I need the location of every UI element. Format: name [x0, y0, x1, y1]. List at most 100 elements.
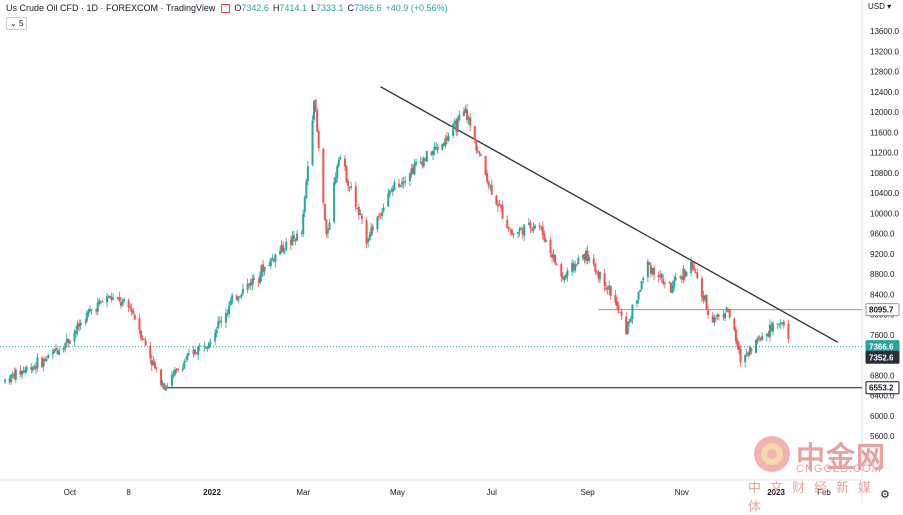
candle-body [75, 330, 78, 334]
candle-body [376, 217, 379, 230]
candle-body [767, 333, 770, 337]
candle-body [87, 310, 90, 315]
candle-body [226, 313, 229, 315]
candle-body [84, 321, 87, 323]
candle-body [25, 366, 28, 371]
candle-body [377, 215, 380, 217]
indicator-badge[interactable]: ⌄ 5 [6, 17, 28, 30]
candle-body [262, 264, 265, 272]
candle-body [765, 333, 768, 337]
candle-body [47, 355, 50, 359]
candle-body [198, 345, 201, 347]
candle-body [53, 349, 56, 353]
symbol-title[interactable]: Us Crude Oil CFD · 1D · FOREXCOM · Tradi… [6, 3, 216, 13]
candle-body [490, 184, 493, 195]
candle-body [302, 213, 305, 235]
candle-body [365, 220, 368, 244]
trendline [380, 86, 839, 343]
candle-body [674, 277, 677, 281]
candle-body [469, 117, 472, 126]
currency-selector[interactable]: USD ▾ [868, 2, 891, 11]
candle-body [119, 301, 122, 306]
ohlc-high: H7414.1 [272, 3, 307, 13]
y-tick-label: 10000.0 [870, 209, 899, 218]
candle-body [625, 316, 628, 335]
candle-body [246, 283, 249, 291]
candle-body [258, 275, 261, 283]
candle-body [283, 251, 286, 253]
candle-body [704, 295, 707, 300]
candle-body [605, 287, 608, 290]
candle-body [56, 351, 59, 355]
candle-body [192, 350, 195, 355]
candle-body [326, 230, 329, 233]
price-label-text: 6553.2 [869, 384, 894, 393]
candle-body [11, 374, 14, 376]
candle-body [24, 369, 27, 373]
candle-body [90, 309, 93, 311]
candle-body [357, 206, 360, 215]
candle-body [359, 214, 362, 216]
candle-body [354, 186, 357, 208]
candle-body [149, 345, 152, 359]
candle-body [594, 263, 597, 272]
y-tick-label: 7600.0 [870, 331, 895, 340]
price-label-box [865, 350, 900, 364]
candle-body [566, 270, 569, 277]
candle-body [495, 195, 498, 205]
candle-body [668, 282, 671, 284]
candle-body [194, 349, 197, 354]
y-tick-label: 12400.0 [870, 88, 899, 97]
candle-body [164, 386, 167, 391]
candle-body [554, 254, 557, 264]
candle-body [393, 182, 396, 190]
candle-body [467, 118, 470, 120]
chevron-down-icon: ▾ [887, 2, 892, 11]
candle-body [218, 320, 221, 323]
candle-body [549, 239, 552, 254]
candle-body [204, 347, 207, 349]
candle-body [640, 281, 643, 290]
candle-body [98, 300, 101, 304]
candle-body [402, 181, 405, 184]
candle-body [356, 207, 359, 209]
candle-body [538, 225, 541, 227]
candle-body [629, 318, 632, 322]
candle-body [127, 300, 130, 307]
candle-body [716, 314, 719, 317]
candle-body [325, 219, 328, 235]
price-chart[interactable]: 13600.0 13200.0 12800.0 12400.0 12000.0 11600… [0, 0, 903, 503]
candle-body [476, 151, 479, 153]
candle-body [626, 321, 629, 334]
candle-body [646, 261, 649, 278]
candle-body [464, 108, 467, 113]
candle-body [475, 139, 478, 151]
candle-body [371, 226, 374, 231]
candle-body [207, 343, 210, 349]
candle-body [761, 336, 764, 341]
x-tick-label: 2023 [767, 488, 785, 497]
candle-body [421, 162, 424, 166]
candle-body [314, 99, 317, 111]
candle-body [271, 258, 274, 260]
candle-body [694, 272, 697, 274]
candle-body [133, 314, 136, 320]
candle-body [419, 161, 422, 163]
candle-body [160, 369, 163, 386]
candle-body [571, 263, 574, 272]
x-tick-label: Mar [296, 488, 310, 497]
candle-body [235, 295, 238, 300]
candle-body [54, 348, 57, 351]
gear-icon[interactable]: ⚙ [880, 489, 890, 501]
y-tick-label: 11600.0 [870, 128, 899, 137]
candle-body [637, 291, 640, 301]
candle-body [541, 226, 544, 235]
candle-body [206, 347, 209, 350]
candle-body [411, 167, 414, 174]
candle-body [390, 189, 393, 191]
candle-body [348, 186, 351, 188]
candle-body [597, 271, 600, 278]
candle-body [260, 265, 263, 278]
candle-body [130, 308, 133, 313]
currency-label: USD [868, 2, 885, 11]
